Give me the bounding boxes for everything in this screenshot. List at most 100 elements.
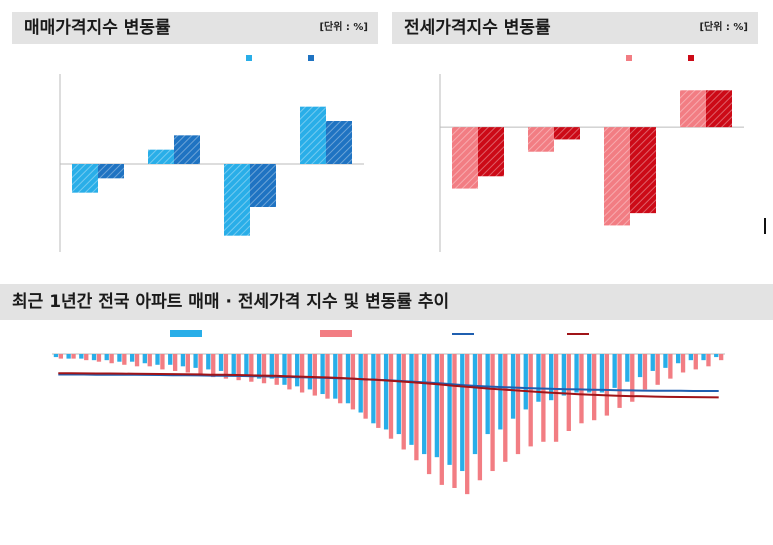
bar-1-3 bbox=[224, 164, 250, 236]
jeonse-change-bar bbox=[109, 354, 114, 364]
jeonse-change-bar bbox=[198, 354, 203, 375]
jeonse-change-bar bbox=[630, 354, 635, 402]
sale-change-bar bbox=[561, 354, 567, 396]
sale-change-bar bbox=[460, 354, 465, 472]
jeonse-change-bar bbox=[426, 354, 432, 475]
jeonse-change-bar bbox=[414, 354, 419, 461]
jeonse-change-bar bbox=[299, 354, 305, 393]
jeonse-change-bar bbox=[96, 354, 102, 362]
sale-change-bar bbox=[79, 354, 84, 359]
jeonse-change-header: 전세가격지수 변동률 [단위 : %] bbox=[392, 12, 758, 44]
jeonse-change-bar bbox=[312, 354, 317, 396]
jeonse-change-bar bbox=[477, 354, 483, 481]
sale-change-title: 매매가격지수 변동률 bbox=[24, 18, 171, 38]
jeonse-change-bar bbox=[211, 354, 216, 378]
jeonse-change-panel: 전세가격지수 변동률 [단위 : %] bbox=[392, 12, 758, 274]
legend-swatch-1 bbox=[170, 330, 202, 337]
legend-swatch-series-2 bbox=[308, 55, 314, 61]
sale-change-bar bbox=[422, 354, 427, 455]
bar-2-3 bbox=[250, 164, 276, 207]
sale-change-bar bbox=[307, 354, 313, 390]
jeonse-change-bar bbox=[363, 354, 368, 419]
legend-swatch-2 bbox=[320, 330, 352, 337]
sale-change-bar bbox=[701, 354, 706, 361]
jeonse-change-bar bbox=[706, 354, 711, 367]
bar-1-2 bbox=[528, 127, 554, 152]
jeonse-change-bar bbox=[490, 354, 495, 472]
jeonse-change-bar bbox=[465, 354, 470, 495]
sale-change-bar bbox=[498, 354, 503, 430]
bar-2-2 bbox=[174, 135, 200, 164]
trend-header: 최근 1년간 전국 아파트 매매 · 전세가격 지수 및 변동률 추이 bbox=[0, 284, 773, 320]
jeonse-change-bar bbox=[287, 354, 292, 390]
sale-change-bar bbox=[117, 354, 122, 362]
bar-2-3 bbox=[630, 127, 656, 214]
sale-change-bar bbox=[510, 354, 516, 419]
jeonse-change-bar bbox=[566, 354, 571, 431]
bar-1-3 bbox=[604, 127, 630, 226]
jeonse-change-bar bbox=[236, 354, 241, 381]
sale-change-unit: [단위 : %] bbox=[319, 22, 368, 33]
bar-1-4 bbox=[680, 90, 706, 128]
sale-change-bar bbox=[91, 354, 97, 361]
sale-change-bar bbox=[104, 354, 109, 361]
sale-change-bar bbox=[383, 354, 389, 430]
jeonse-change-bar bbox=[541, 354, 546, 442]
jeonse-change-bar bbox=[655, 354, 660, 385]
sale-change-bar bbox=[688, 354, 694, 361]
sale-change-bar bbox=[244, 354, 249, 376]
sale-change-bar bbox=[536, 354, 541, 402]
sale-change-bar bbox=[320, 354, 325, 395]
jeonse-change-bar bbox=[718, 354, 724, 361]
sale-change-bar bbox=[193, 354, 198, 368]
sale-change-bar bbox=[472, 354, 478, 455]
sale-change-bar bbox=[663, 354, 668, 368]
sale-change-bar bbox=[295, 354, 300, 387]
sale-change-bar bbox=[142, 354, 147, 364]
jeonse-change-bar bbox=[122, 354, 127, 365]
jeonse-change-bar bbox=[274, 354, 279, 385]
sale-change-bar bbox=[206, 354, 211, 370]
sale-change-bar bbox=[333, 354, 338, 399]
jeonse-change-bar bbox=[172, 354, 178, 371]
sale-change-bar bbox=[599, 354, 605, 393]
trend-chart bbox=[52, 330, 725, 495]
sale-change-bar bbox=[256, 354, 262, 379]
legend-swatch-series-1 bbox=[626, 55, 632, 61]
jeonse-change-bar bbox=[261, 354, 267, 384]
jeonse-change-bar bbox=[350, 354, 356, 410]
sale-change-bar bbox=[218, 354, 224, 371]
text-cursor bbox=[764, 218, 766, 234]
bar-2-2 bbox=[554, 127, 580, 140]
jeonse-change-bar bbox=[503, 354, 508, 462]
jeonse-change-bar bbox=[617, 354, 622, 408]
jeonse-change-chart bbox=[439, 55, 744, 252]
sale-change-bar bbox=[675, 354, 681, 364]
jeonse-change-bar bbox=[376, 354, 381, 428]
trend-title: 최근 1년간 전국 아파트 매매 · 전세가격 지수 및 변동률 추이 bbox=[12, 292, 450, 312]
sale-change-bar bbox=[231, 354, 236, 375]
jeonse-change-bar bbox=[693, 354, 698, 370]
jeonse-change-bar bbox=[249, 354, 254, 382]
jeonse-change-title: 전세가격지수 변동률 bbox=[404, 18, 551, 38]
sale-change-bar bbox=[180, 354, 186, 367]
trend-panel: 최근 1년간 전국 아파트 매매 · 전세가격 지수 및 변동률 추이 bbox=[0, 284, 773, 545]
sale-change-bar bbox=[53, 354, 59, 358]
jeonse-change-bar bbox=[185, 354, 190, 373]
jeonse-change-bar bbox=[84, 354, 89, 361]
jeonse-change-bar bbox=[223, 354, 229, 379]
bar-2-4 bbox=[326, 121, 352, 164]
legend-swatch-series-1 bbox=[246, 55, 252, 61]
jeonse-change-bar bbox=[71, 354, 76, 359]
sale-change-bar bbox=[358, 354, 363, 413]
jeonse-change-bar bbox=[592, 354, 597, 421]
bar-1-4 bbox=[300, 106, 326, 164]
jeonse-change-bar bbox=[388, 354, 394, 439]
sale-change-bar bbox=[396, 354, 401, 435]
sale-change-bar bbox=[282, 354, 287, 385]
sale-change-bar bbox=[549, 354, 554, 401]
sale-change-bar bbox=[625, 354, 630, 382]
sale-change-bar bbox=[371, 354, 376, 424]
sale-change-bar bbox=[650, 354, 655, 371]
sale-change-header: 매매가격지수 변동률 [단위 : %] bbox=[12, 12, 378, 44]
